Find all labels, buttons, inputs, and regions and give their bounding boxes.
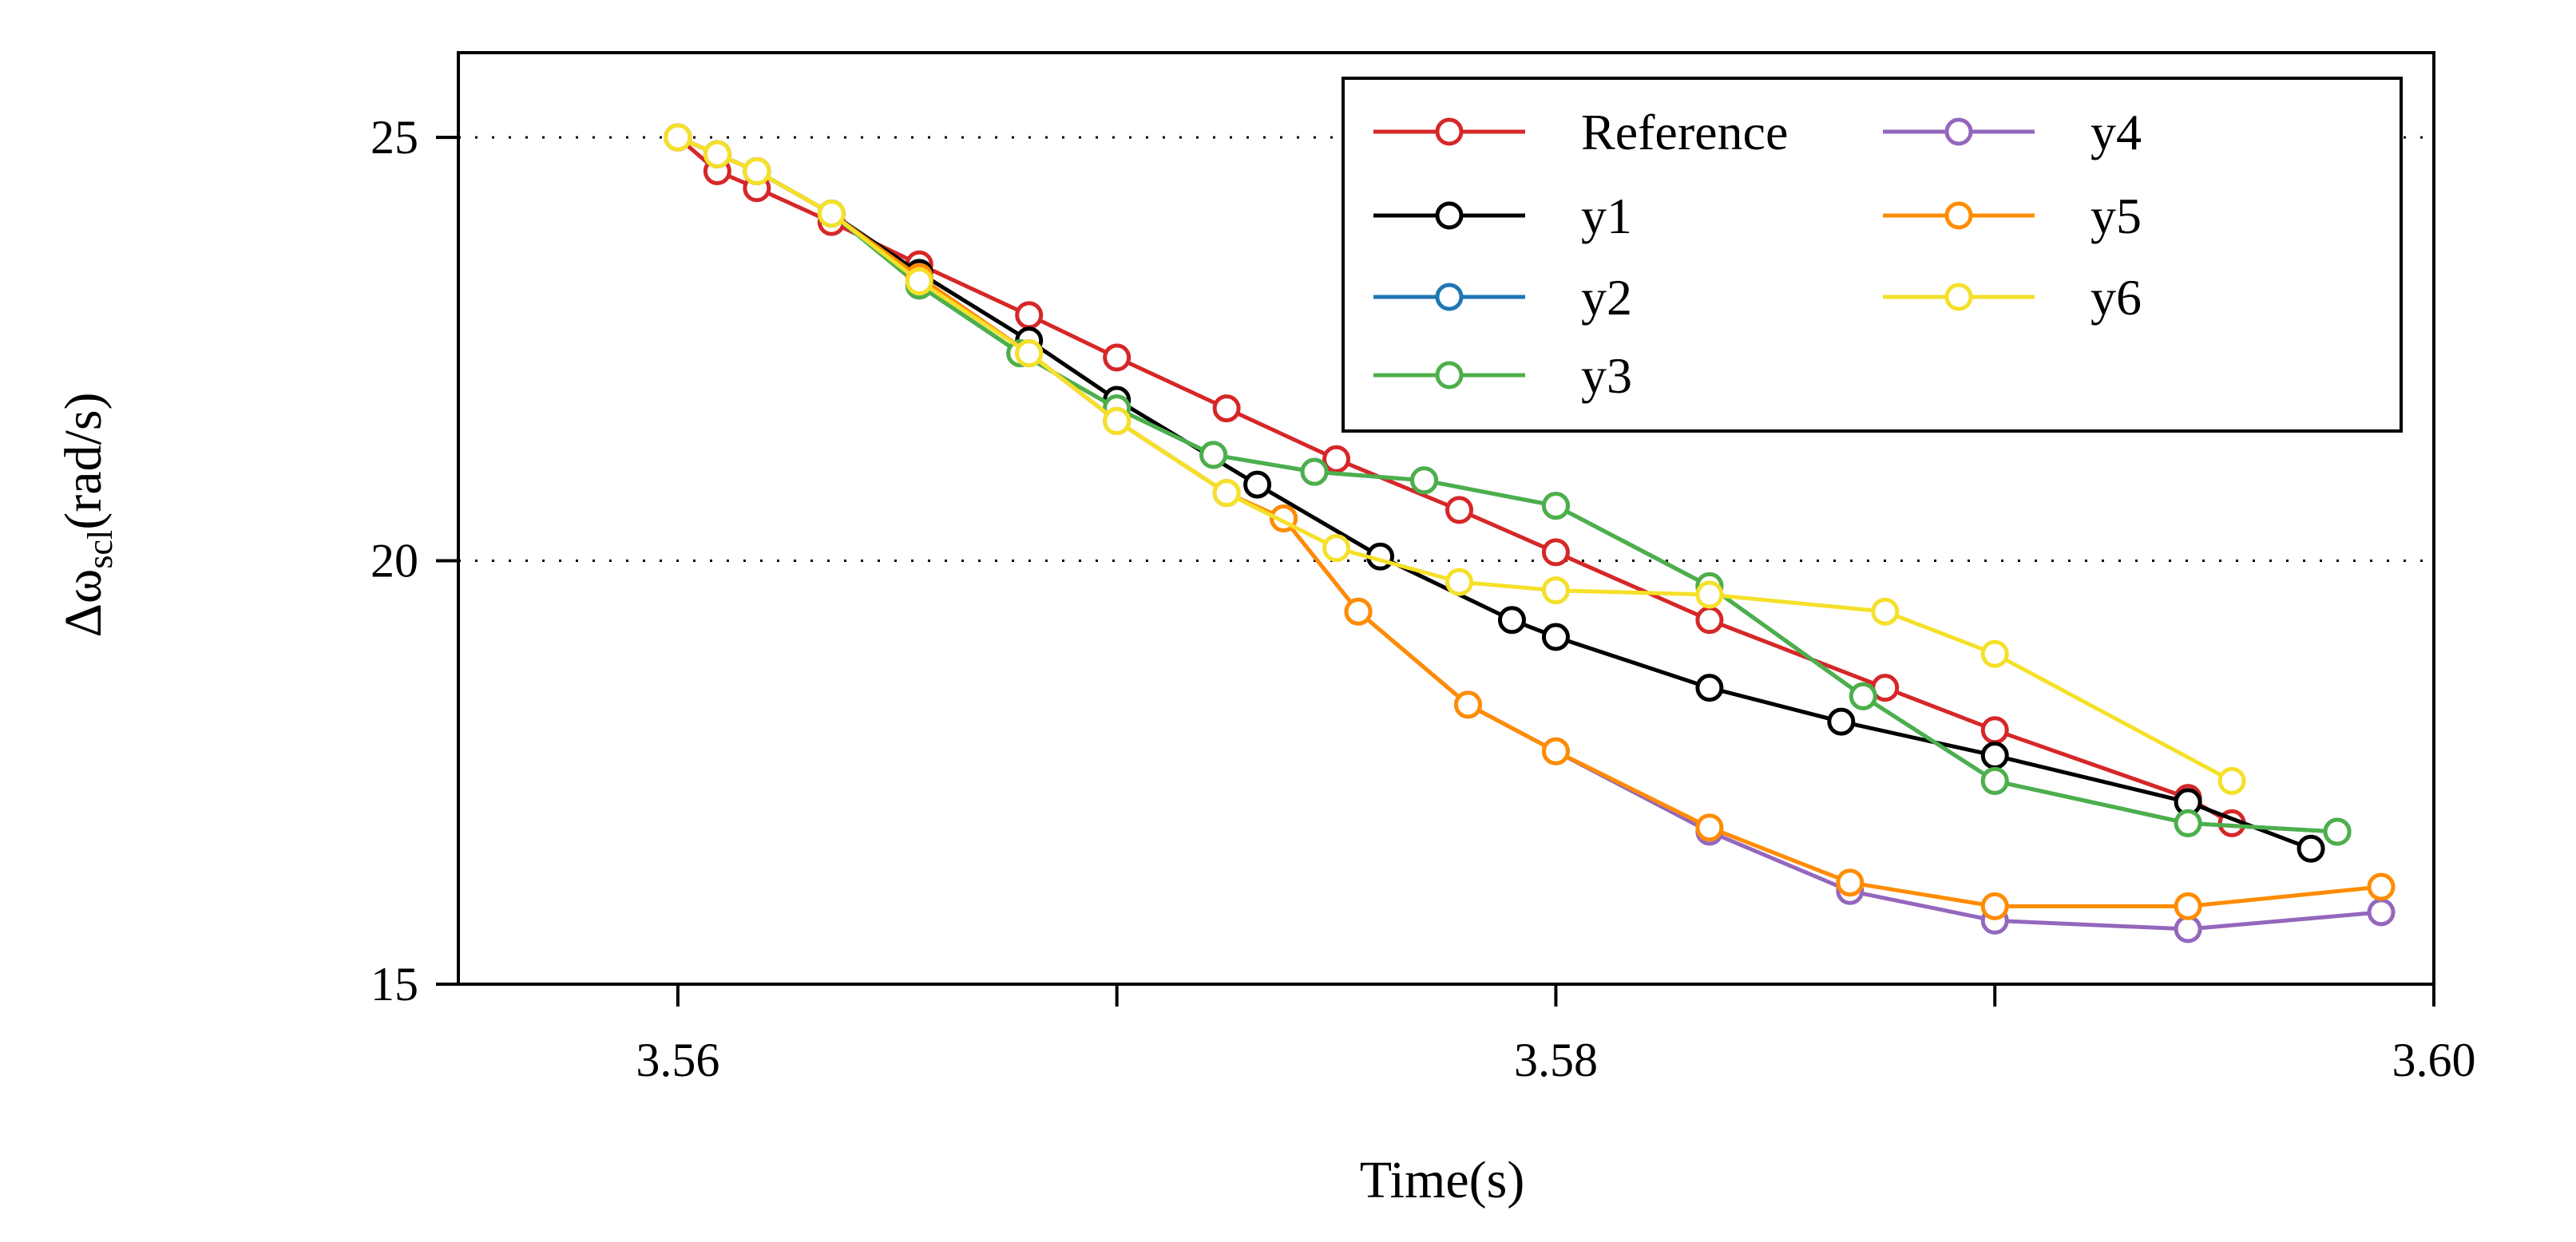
data-point-y3-15 xyxy=(2323,817,2352,846)
data-point-y6-8 xyxy=(1322,534,1351,563)
data-point-y5-13 xyxy=(1836,868,1865,897)
data-point-y3-8 xyxy=(1300,457,1329,486)
legend-box xyxy=(1342,77,2403,433)
legend-item-y5: y5 xyxy=(1883,188,2142,244)
data-point-reference-11 xyxy=(1695,606,1724,635)
legend-label: Reference xyxy=(1581,104,1788,160)
data-point-y4-16 xyxy=(2367,898,2396,927)
y-axis-label-unit: (rad/s) xyxy=(54,392,113,529)
legend-label: y3 xyxy=(1581,347,1632,404)
y-tick-label-2: 25 xyxy=(371,111,418,164)
legend-swatch-marker xyxy=(1435,283,1464,311)
data-point-y1-10 xyxy=(1541,623,1570,651)
data-point-y1-7 xyxy=(1243,470,1272,499)
legend-swatch-marker xyxy=(1944,283,1973,311)
legend-item-y1: y1 xyxy=(1373,188,1632,244)
legend-item-y2: y2 xyxy=(1373,269,1632,326)
data-point-y5-11 xyxy=(1541,737,1570,765)
data-point-y6-2 xyxy=(743,157,771,186)
data-point-y6-0 xyxy=(664,123,692,152)
legend-item-y6: y6 xyxy=(1883,269,2142,326)
data-point-y6-3 xyxy=(817,200,846,228)
data-point-y4-15 xyxy=(2174,915,2202,943)
data-point-reference-13 xyxy=(1980,716,2009,745)
data-point-y6-12 xyxy=(1871,597,1900,626)
legend-item-y3: y3 xyxy=(1373,347,1632,404)
legend-item-y4: y4 xyxy=(1883,104,2142,160)
y-axis-label-subscript: scl xyxy=(81,530,120,569)
data-point-y6-11 xyxy=(1695,580,1724,609)
data-point-y6-14 xyxy=(2217,766,2246,795)
y-tick-label-1: 20 xyxy=(371,535,418,587)
data-point-y6-9 xyxy=(1445,568,1473,596)
data-point-y3-12 xyxy=(1849,682,1877,710)
data-point-y6-10 xyxy=(1541,576,1570,605)
data-point-y5-9 xyxy=(1344,597,1373,626)
data-point-y6-7 xyxy=(1212,479,1241,508)
legend: Reference y1 y2 y3 y4 y5 y6 xyxy=(1342,77,2403,433)
data-point-y6-6 xyxy=(1103,406,1131,435)
legend-label: y1 xyxy=(1581,188,1632,244)
data-point-y5-12 xyxy=(1695,813,1724,842)
series-layer xyxy=(664,123,2396,943)
x-tick-label-2: 3.60 xyxy=(2392,1034,2476,1086)
data-point-y6-13 xyxy=(1980,639,2009,668)
data-point-reference-6 xyxy=(1103,343,1131,372)
x-tick-label-1: 3.58 xyxy=(1514,1034,1598,1086)
data-point-y1-12 xyxy=(1827,707,1856,736)
y-axis-label-main: Δω xyxy=(54,569,113,638)
legend-label: y4 xyxy=(2091,104,2142,160)
legend-swatch-marker xyxy=(1944,117,1973,146)
data-point-y1-15 xyxy=(2297,834,2325,863)
data-point-y5-15 xyxy=(2174,892,2202,920)
series-y6 xyxy=(664,123,2246,795)
y-tick-label-0: 15 xyxy=(371,958,418,1011)
series-line-reference xyxy=(676,136,2233,825)
data-point-y3-10 xyxy=(1541,492,1570,520)
data-point-reference-10 xyxy=(1541,538,1570,567)
legend-label: y2 xyxy=(1581,269,1632,326)
data-point-y5-14 xyxy=(1980,892,2009,920)
data-point-y1-11 xyxy=(1695,674,1724,702)
x-axis-label: Time(s) xyxy=(1360,1151,1525,1209)
legend-item-reference: Reference xyxy=(1373,104,1788,160)
legend-swatch-marker xyxy=(1944,201,1973,230)
data-point-y3-9 xyxy=(1410,466,1439,495)
data-point-y6-4 xyxy=(905,267,933,295)
legend-items: Reference y1 y2 y3 y4 y5 y6 xyxy=(1373,104,2142,404)
data-point-y5-10 xyxy=(1453,690,1482,719)
data-point-y6-5 xyxy=(1015,339,1044,368)
data-point-y1-13 xyxy=(1980,742,2009,770)
data-point-reference-7 xyxy=(1212,394,1241,423)
x-tick-label-0: 3.56 xyxy=(636,1034,719,1086)
data-point-reference-8 xyxy=(1322,445,1351,473)
data-point-reference-5 xyxy=(1015,301,1044,330)
data-point-y1-9 xyxy=(1497,606,1526,635)
plot-frame xyxy=(457,51,2435,986)
legend-label: y6 xyxy=(2091,269,2142,326)
y-axis-label: Δωscl(rad/s) xyxy=(54,392,120,637)
data-point-y3-7 xyxy=(1199,441,1228,469)
data-point-y3-14 xyxy=(2174,809,2202,837)
data-point-y3-13 xyxy=(1980,766,2009,795)
data-point-y6-1 xyxy=(703,140,731,168)
axis-ticks xyxy=(436,136,2435,1007)
data-point-reference-9 xyxy=(1445,496,1473,524)
data-point-y5-16 xyxy=(2367,872,2396,901)
legend-swatch-marker xyxy=(1435,361,1464,390)
legend-swatch-marker xyxy=(1435,201,1464,230)
tick-labels: 3.56 3.58 3.60 15 20 25 xyxy=(371,111,2476,1086)
legend-swatch-marker xyxy=(1435,117,1464,146)
legend-label: y5 xyxy=(2091,188,2142,244)
